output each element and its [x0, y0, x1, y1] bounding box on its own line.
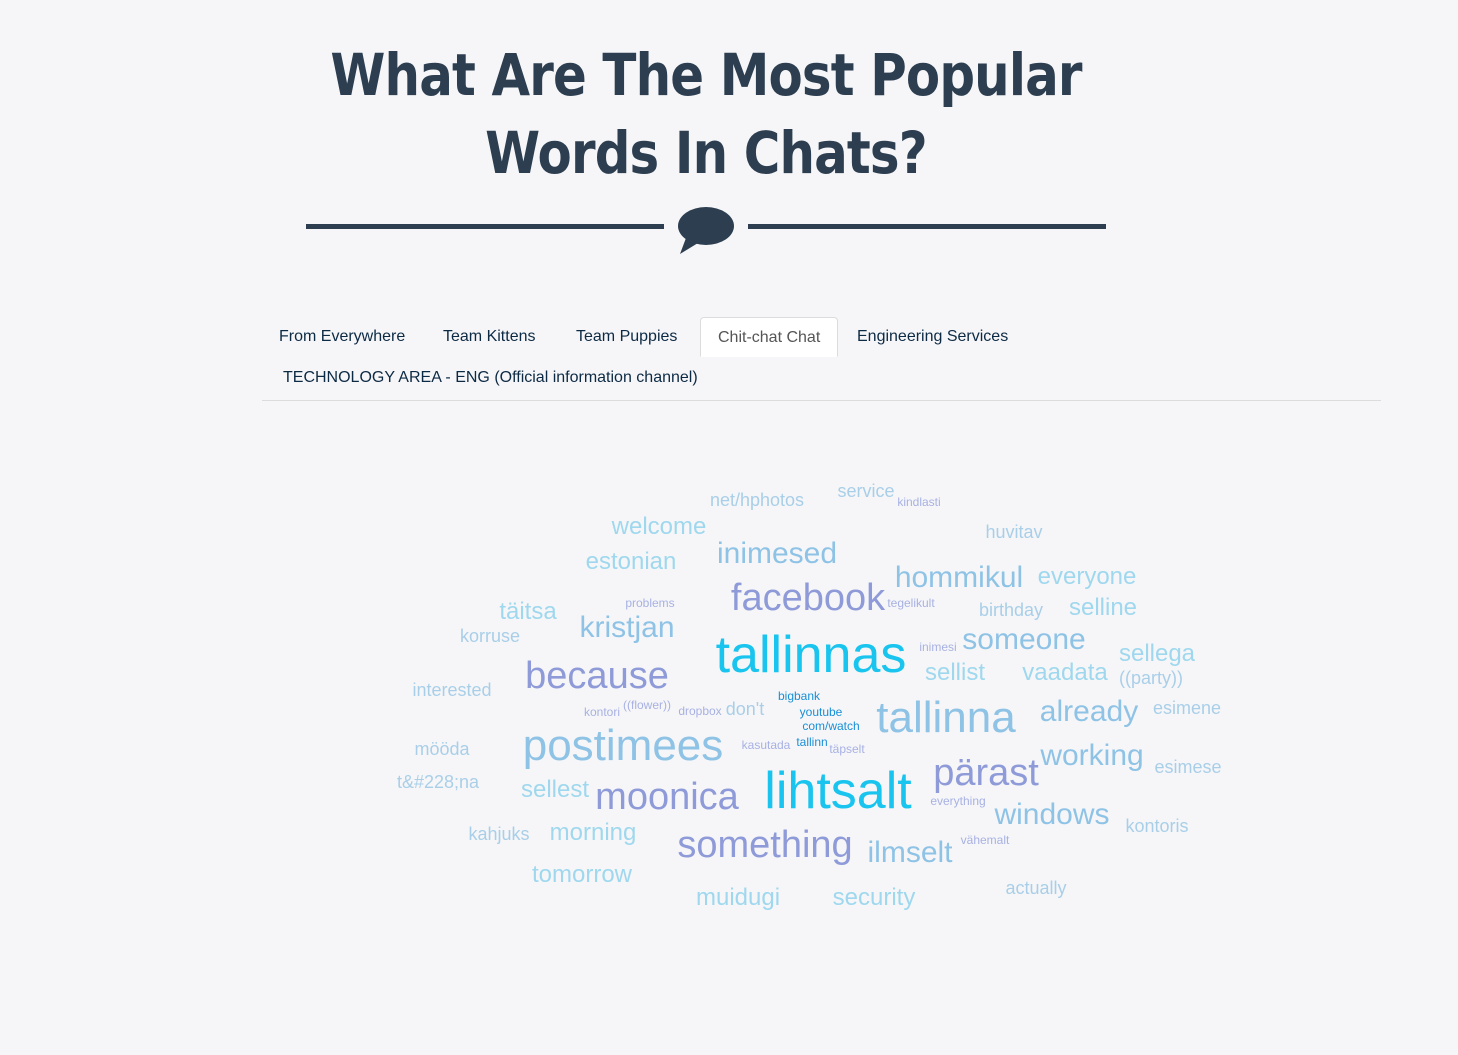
word-cloud-word: com/watch	[802, 719, 860, 733]
word-cloud-word: tallinna	[876, 693, 1016, 742]
word-cloud-word: kontoris	[1125, 816, 1189, 836]
word-cloud-word: estonian	[585, 548, 677, 575]
word-cloud-word: sellist	[924, 659, 986, 686]
tab-team-puppies[interactable]: Team Puppies	[576, 328, 678, 345]
word-cloud-word: sellest	[520, 776, 590, 803]
word-cloud-word: everyone	[1037, 563, 1137, 590]
word-cloud-word: vaadata	[1022, 659, 1108, 686]
word-cloud-word: sellega	[1118, 640, 1196, 667]
word-cloud-word: hommikul	[894, 561, 1024, 594]
title-divider-left	[306, 224, 664, 229]
word-cloud-word: windows	[994, 798, 1110, 831]
word-cloud-word: inimesed	[716, 537, 838, 570]
word-cloud-word: don't	[725, 699, 765, 719]
word-cloud-word: tallinnas	[715, 626, 907, 684]
word-cloud-word: dropbox	[678, 704, 722, 718]
word-cloud-word: working	[1040, 739, 1144, 772]
tab-from-everywhere[interactable]: From Everywhere	[279, 328, 406, 345]
word-cloud-word: esimese	[1154, 757, 1222, 777]
word-cloud-word: kindlasti	[897, 495, 941, 509]
word-cloud-word: inimesi	[919, 640, 957, 654]
word-cloud-word: kontori	[583, 705, 621, 719]
word-cloud-word: kasutada	[741, 738, 791, 752]
tab-chit-chat-chat[interactable]: Chit-chat Chat	[700, 317, 839, 357]
word-cloud-word: muidugi	[695, 884, 781, 911]
word-cloud-word: t&#228;na	[396, 772, 480, 792]
word-cloud-word: huvitav	[985, 522, 1043, 542]
word-cloud-word: something	[677, 824, 853, 866]
word-cloud-word: interested	[412, 680, 492, 700]
word-cloud-word: actually	[1005, 878, 1067, 898]
speech-bubble-icon	[678, 207, 734, 254]
tab-technology-area[interactable]: TECHNOLOGY AREA - ENG (Official informat…	[283, 369, 698, 386]
page-title-line-2: Words In Chats?	[485, 119, 928, 187]
word-cloud-word: ilmselt	[867, 836, 953, 869]
word-cloud-word: birthday	[978, 600, 1044, 620]
page-title-line-1: What Are The Most Popular	[330, 41, 1082, 109]
word-cloud-word: postimees	[522, 721, 724, 770]
word-cloud-word: lihtsalt	[764, 762, 912, 820]
word-cloud-word: mööda	[414, 739, 470, 759]
word-cloud-word: bigbank	[777, 689, 821, 703]
word-cloud-word: facebook	[730, 577, 886, 619]
word-cloud-word: ((party))	[1119, 668, 1183, 688]
word-cloud-word: tallinn	[796, 735, 828, 749]
page-title: What Are The Most Popular Words In Chats…	[99, 36, 1313, 192]
word-cloud-word: selline	[1068, 594, 1138, 621]
word-cloud-word: esimene	[1152, 698, 1222, 718]
word-cloud-word: tegelikult	[887, 596, 935, 610]
word-cloud-word: already	[1039, 695, 1139, 728]
word-cloud-word: problems	[625, 596, 675, 610]
word-cloud-word: moonica	[595, 776, 739, 818]
word-cloud-word: ((flower))	[623, 698, 671, 712]
tab-engineering-services[interactable]: Engineering Services	[857, 328, 1009, 345]
word-cloud-word: tomorrow	[531, 861, 633, 888]
word-cloud-word: because	[525, 655, 669, 697]
tab-team-kittens[interactable]: Team Kittens	[443, 328, 536, 345]
word-cloud-word: pärast	[933, 752, 1039, 794]
word-cloud-word: korruse	[459, 626, 521, 646]
word-cloud-word: youtube	[799, 705, 843, 719]
word-cloud-word: täitsa	[499, 598, 557, 625]
word-cloud-word: morning	[549, 819, 637, 846]
word-cloud-word: everything	[930, 794, 986, 808]
word-cloud-word: vähemalt	[960, 833, 1010, 847]
word-cloud-word: kristjan	[579, 611, 675, 644]
word-cloud-word: someone	[962, 623, 1086, 656]
word-cloud-word: täpselt	[829, 742, 865, 756]
word-cloud-word: kahjuks	[468, 824, 530, 844]
word-cloud-word: net/hphotos	[709, 490, 805, 510]
word-cloud-word: welcome	[611, 513, 707, 540]
word-cloud-word: security	[832, 884, 916, 911]
word-cloud-word: service	[837, 481, 895, 501]
chat-tabs: From Everywhere Team Kittens Team Puppie…	[262, 316, 1381, 401]
title-divider-right	[748, 224, 1106, 229]
